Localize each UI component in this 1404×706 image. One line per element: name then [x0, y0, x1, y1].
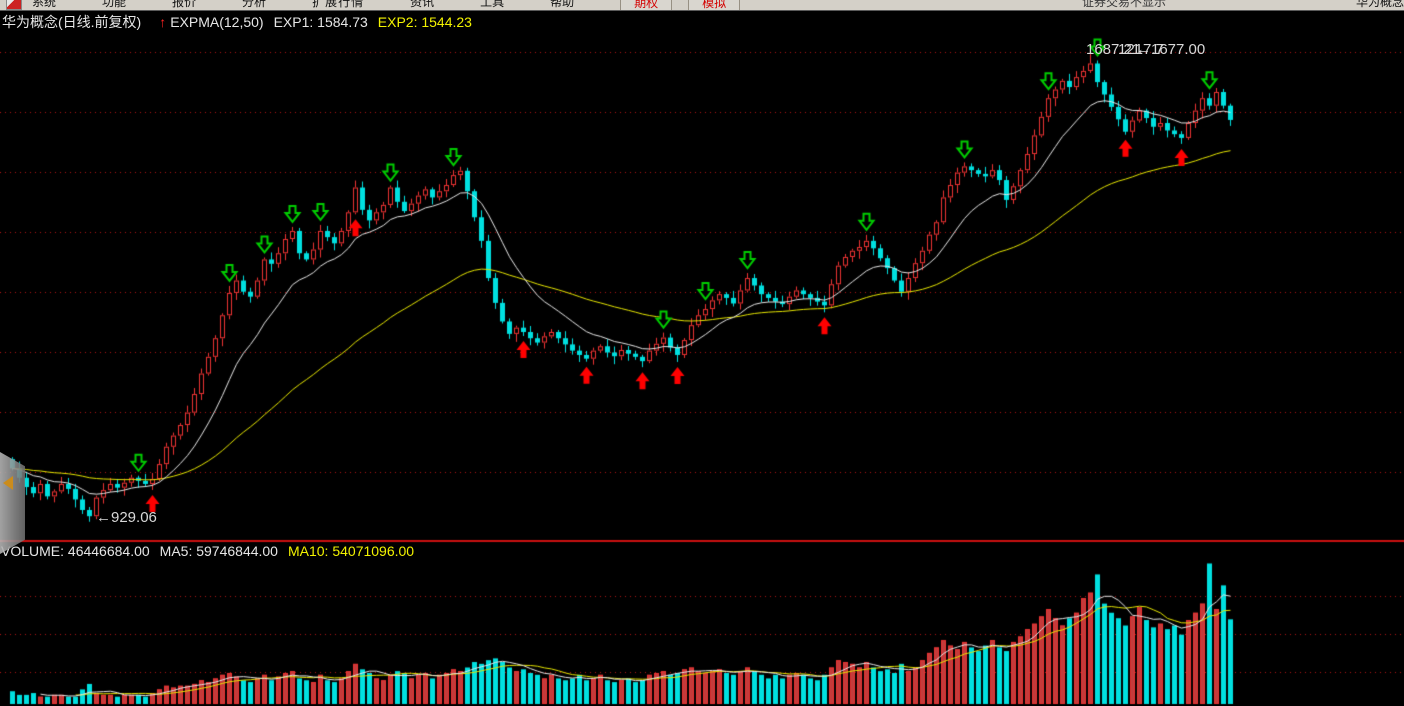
security-name: 华为概念(日线.前复权) [2, 14, 142, 30]
menu-item-news[interactable]: 资讯 [410, 0, 435, 9]
indicator-name[interactable]: EXPMA(12,50) [170, 14, 264, 30]
chart-title-row: 华为概念(日线.前复权) ↑ EXPMA(12,50) EXP1: 1584.73 EX… [2, 12, 472, 32]
low-price-label: ←929.06 [96, 509, 157, 526]
exp1-value: EXP1: 1584.73 [273, 14, 368, 30]
volume-header-row: VOLUME: 46446684.00 MA5: 59746844.00 MA10:… [1, 543, 414, 559]
high-pct-label: 1217.7 [1118, 41, 1164, 58]
last-price-label: ←1677.00 [1136, 41, 1206, 58]
menu-right-block-name: 华为概念 [1355, 0, 1404, 9]
scroll-left-handle[interactable] [0, 452, 25, 554]
menu-item-tools[interactable]: 工具 [480, 0, 505, 9]
menu-item-help[interactable]: 帮助 [550, 0, 575, 9]
high-price-label: 1687.21 [1086, 41, 1141, 58]
menu-right-status-text: 证券交易不显示 [1081, 0, 1166, 9]
menu-item-analysis[interactable]: 分析 [242, 0, 267, 9]
menu-item-function[interactable]: 功能 [102, 0, 127, 9]
volume-value: VOLUME: 46446684.00 [1, 543, 150, 559]
menu-item-simulation-red[interactable]: 模拟 [688, 0, 741, 10]
menu-bar: 系统 功能 报价 分析 扩展行情 资讯 工具 帮助 期权 模拟 证券交易不显示 … [0, 0, 1404, 11]
menu-item-extended-quotes[interactable]: 扩展行情 [312, 0, 365, 9]
menu-item-quotes[interactable]: 报价 [172, 0, 197, 9]
exp2-value: EXP2: 1544.23 [377, 14, 472, 30]
up-arrow-icon: ↑ [159, 14, 167, 30]
volume-ma10-value: MA10: 54071096.00 [287, 543, 415, 559]
menu-item-options-red[interactable]: 期权 [620, 0, 673, 10]
menu-item-system[interactable]: 系统 [32, 0, 57, 9]
volume-ma5-value: MA5: 59746844.00 [159, 543, 278, 559]
app-icon [6, 0, 22, 10]
scroll-left-arrow-icon [3, 476, 13, 490]
